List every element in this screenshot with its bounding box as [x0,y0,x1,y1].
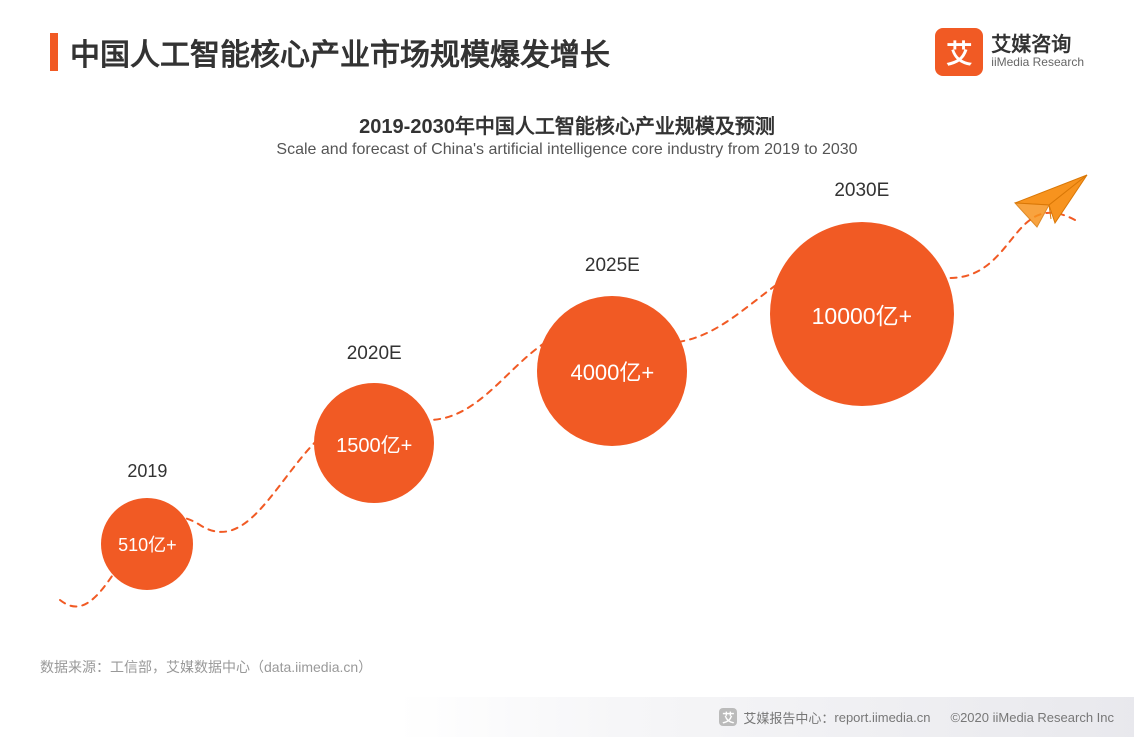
bubble-value: 4000亿+ [570,355,654,387]
bubble-value: 10000亿+ [812,297,912,331]
bubble-timeline-chart: 510亿+ 2019 1500亿+ 2020E 4000亿+ 2025E 10000亿+ 20… [0,160,1134,640]
page-footer: 艾 艾媒报告中心： report.iimedia.cn ©2020 iiMedi… [0,697,1134,737]
subtitle-en: Scale and forecast of China's artificial… [0,141,1134,159]
bubble-value: 510亿+ [118,531,177,557]
data-bubble: 4000亿+ [537,296,687,446]
bubble-year-label: 2030E [834,180,889,202]
data-source: 数据来源：工信部，艾媒数据中心（data.iimedia.cn） [40,657,372,677]
brand-name-cn: 艾媒咨询 [991,34,1084,56]
brand-logo-icon: 艾 [935,28,983,76]
bubble-year-label: 2025E [585,255,640,277]
bubble-year-label: 2020E [347,343,402,365]
bubble-value: 1500亿+ [336,429,412,458]
paper-plane-icon [1015,175,1087,227]
bubble-year-label: 2019 [127,461,167,482]
footer-copyright: ©2020 iiMedia Research Inc [951,710,1115,725]
header-accent-bar [50,33,58,71]
brand-logo: 艾 艾媒咨询 iiMedia Research [935,28,1084,76]
subtitle-cn: 2019-2030年中国人工智能核心产业规模及预测 [0,110,1134,139]
data-bubble: 510亿+ [101,498,193,590]
footer-label: 艾媒报告中心： [743,708,834,727]
data-bubble: 1500亿+ [314,383,434,503]
brand-name-en: iiMedia Research [991,56,1084,69]
page-title: 中国人工智能核心产业市场规模爆发增长 [70,30,610,74]
data-bubble: 10000亿+ [770,222,954,406]
footer-logo-icon: 艾 [719,708,737,726]
chart-subtitle: 2019-2030年中国人工智能核心产业规模及预测 Scale and fore… [0,110,1134,159]
page-header: 中国人工智能核心产业市场规模爆发增长 [50,30,610,74]
brand-logo-text: 艾媒咨询 iiMedia Research [991,34,1084,69]
footer-site: report.iimedia.cn [834,710,930,725]
